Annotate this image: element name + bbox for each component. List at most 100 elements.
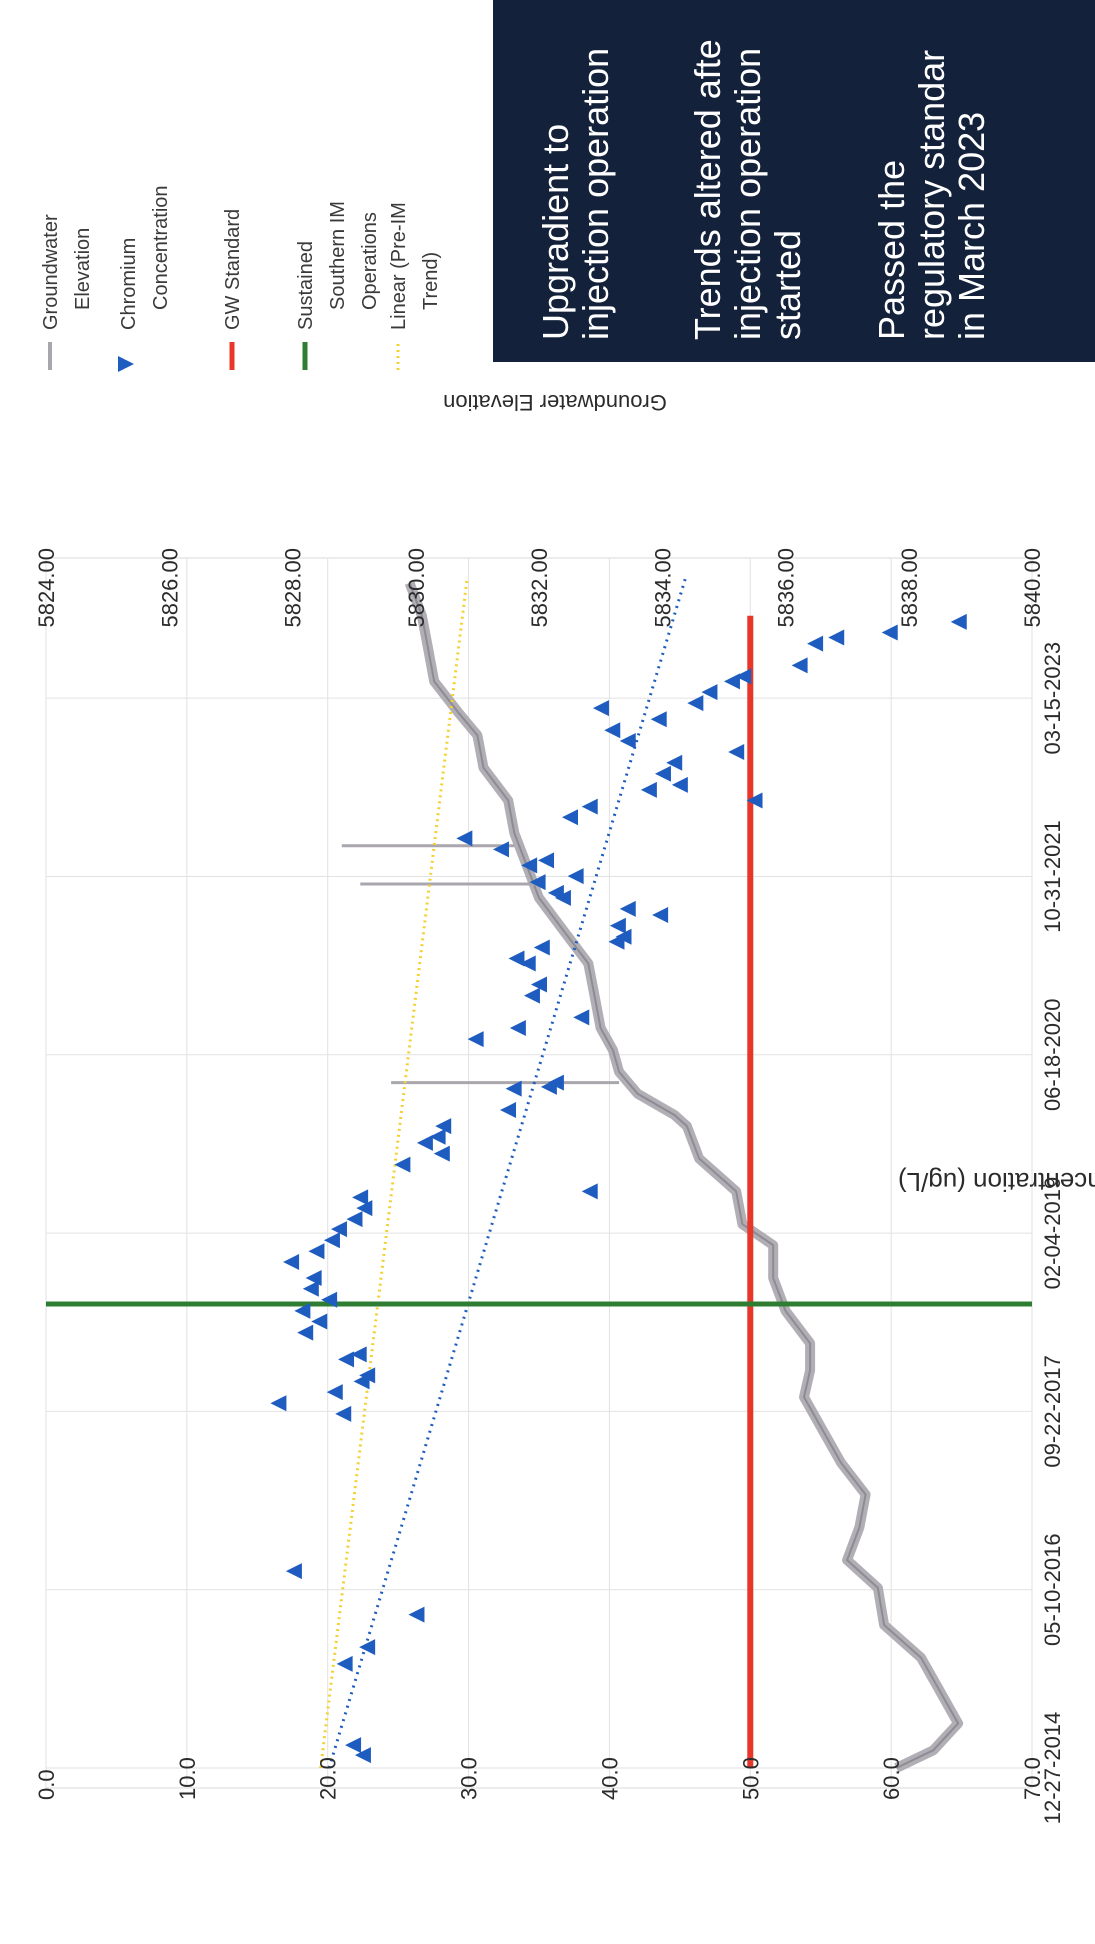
legend-label: Concentration [150,185,172,310]
callout-line: Trends altered afte [687,39,728,340]
chromium-point [671,776,688,793]
x-tick-label: 02-04-2019 [1040,1177,1065,1290]
legend-item: Chromium Concentration [118,185,172,372]
chromium-point [283,1253,300,1270]
left-axis-tick-label: 40.0 [597,1757,622,1800]
chromium-point [567,868,584,885]
chromium-point [508,950,525,967]
legend-label: Trend) [420,252,442,310]
chromium-point [335,1405,352,1422]
chromium-point [429,1128,446,1145]
callout-line: in March 2023 [951,112,992,340]
chromium-point [311,1313,328,1330]
legend-item: Groundwater Elevation [40,214,94,370]
chromium-point [350,1346,367,1363]
legend: Groundwater Elevation Chromium Concentratio… [40,185,442,372]
callout-line: started [767,230,808,340]
x-tick-label: 05-10-2016 [1040,1533,1065,1646]
chromium-point [433,1145,450,1162]
right-axis-title: Groundwater Elevation [443,390,667,415]
chromium-point [791,657,808,674]
chromium-point [308,1243,325,1260]
x-tick-label: 03-15-2023 [1040,642,1065,755]
chromium-point [701,684,718,701]
left-axis-tick-label: 30.0 [457,1757,482,1800]
chromium-point [581,1183,598,1200]
chromium-point [523,987,540,1004]
chromium-point [666,754,683,771]
chromium-point [529,874,546,891]
left-axis-title: Chromium Concentration (ug/L) [898,1167,1095,1197]
left-axis-tick-label: 60.0 [879,1757,904,1800]
chromium-point [807,635,824,652]
right-axis-tick-label: 5838.00 [897,548,922,628]
legend-triangle-icon [118,356,134,372]
legend-label: Operations [359,212,381,310]
left-axis-tick-label: 0.0 [34,1769,59,1800]
legend-label: Chromium [118,238,140,330]
chromium-point [302,1280,319,1297]
right-axis-tick-label: 5836.00 [774,548,799,628]
chromium-point [581,798,598,815]
chromium-point [619,900,636,917]
chromium-point [950,613,967,630]
chromium-point [338,1351,355,1368]
chromium-point [521,857,538,874]
right-axis-tick-label: 5830.00 [404,548,429,628]
chromium-point [505,1080,522,1097]
chromium-point [359,1639,376,1656]
chromium-point [285,1563,302,1580]
right-axis-tick-label: 5828.00 [281,548,306,628]
x-tick-label: 10-31-2021 [1040,820,1065,933]
chromium-point [547,1074,564,1091]
chromium-point [652,906,669,923]
legend-label: Sustained [295,241,317,330]
chromium-point [573,1009,590,1026]
chromium-point [640,781,657,798]
right-axis-tick-label: 5824.00 [34,548,59,628]
callout-panel [493,0,1095,362]
chromium-point [723,673,740,690]
chromium-point [538,852,555,869]
chromium-point [323,1232,340,1249]
chromium-point [270,1395,287,1412]
series-layer [46,577,1032,1773]
callout-lines: Upgradient to injection operation Trends a… [535,39,992,340]
legend-label: Linear (Pre-IM [388,202,410,330]
left-axis-tick-label: 70.0 [1020,1757,1045,1800]
left-axis-tick-label: 20.0 [316,1757,341,1800]
chromium-point [881,624,898,641]
chromium-point [650,711,667,728]
chromium-point [609,917,626,934]
chromium-point [728,744,745,761]
chromium-point [746,792,763,809]
chromium-point [492,841,509,858]
chromium-point [305,1270,322,1287]
legend-item: Linear (Pre-IM Trend) [388,202,442,370]
chromium-point [394,1156,411,1173]
chromium-point [561,809,578,826]
chromium-point [547,884,564,901]
chromium-point [615,928,632,945]
chromium-point [294,1302,311,1319]
chromium-point [735,668,752,685]
legend-item: GW Standard [222,209,244,370]
chromium-point [619,732,636,749]
chromium-point [509,1020,526,1037]
x-tick-label: 09-22-2017 [1040,1355,1065,1468]
chromium-point [345,1737,362,1754]
callout-line: injection operation [727,48,768,340]
chromium-point [359,1367,376,1384]
chromium-point [352,1189,369,1206]
pre-im-trend-line [319,577,469,1769]
legend-label: Southern IM [327,201,349,310]
callout-box: Upgradient to injection operation Trends a… [493,0,1095,362]
chromium-point [416,1134,433,1151]
chromium-point [354,1747,371,1764]
legend-label: Elevation [72,228,94,310]
chromium-point [435,1118,452,1135]
callout-line: regulatory standar [911,50,952,340]
callout-line: Upgradient to [535,124,576,340]
chromium-point [828,629,845,646]
chromium-point [336,1655,353,1672]
